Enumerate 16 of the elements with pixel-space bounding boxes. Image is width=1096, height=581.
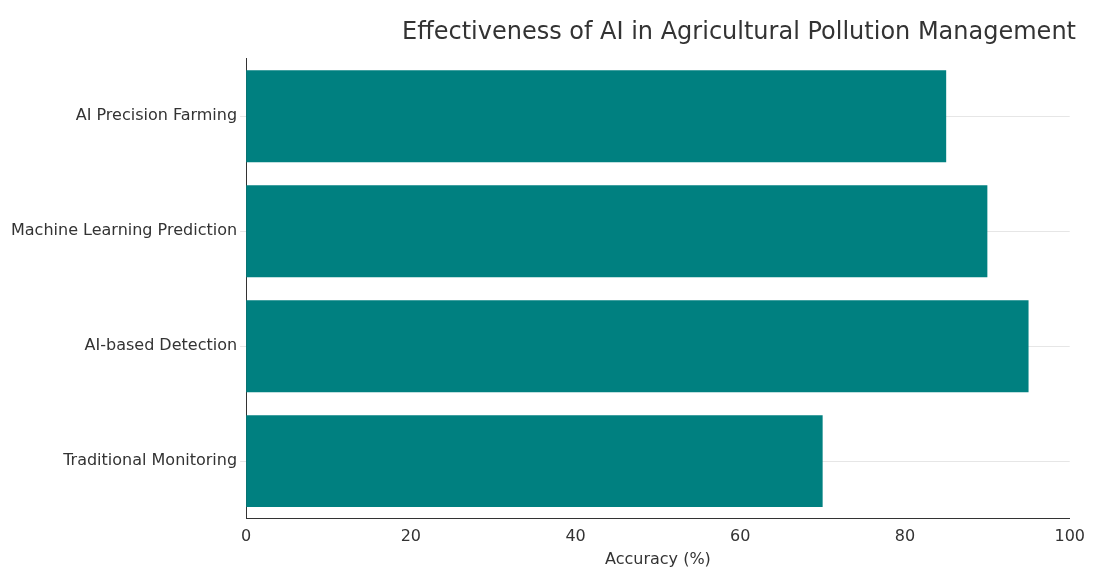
x-tick-label: 40	[565, 526, 586, 546]
y-tick-label: Traditional Monitoring	[62, 450, 238, 470]
bar	[246, 300, 1029, 393]
x-tick-label: 60	[730, 526, 751, 546]
x-tick-label: 80	[894, 526, 916, 546]
chart-title: Effectiveness of AI in Agricultural Pollution Management	[401, 16, 1076, 45]
x-tick-label: 20	[400, 526, 421, 546]
x-tick-label: 0	[241, 526, 252, 546]
x-tick-label: 100	[1054, 526, 1085, 546]
bar	[246, 70, 947, 163]
y-tick-label: AI Precision Farming	[75, 105, 238, 125]
x-axis-title: Accuracy (%)	[605, 548, 711, 568]
bar	[246, 415, 823, 508]
y-tick-label: AI-based Detection	[84, 335, 238, 355]
bar	[246, 185, 988, 278]
y-tick-label: Machine Learning Prediction	[11, 220, 238, 240]
